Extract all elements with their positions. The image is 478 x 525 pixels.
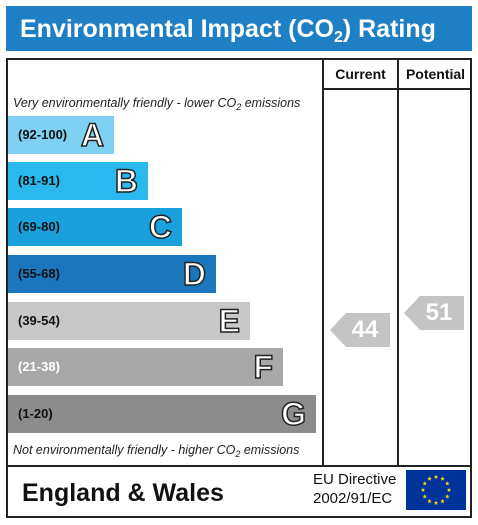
band-range: (81-91) [18, 173, 60, 188]
column-header-potential: Potential [405, 66, 466, 82]
directive-line-2: 2002/91/EC [313, 490, 393, 507]
title-bar: Environmental Impact (CO2) Rating [6, 6, 472, 51]
note-top: Very environmentally friendly - lower CO… [13, 96, 301, 112]
band-letter: E [218, 302, 241, 340]
column-header-current: Current [335, 66, 386, 82]
eu-star-icon [444, 494, 450, 499]
eu-star-icon [422, 494, 428, 499]
band-a: (92-100) A [8, 116, 114, 154]
current-rating-value: 44 [351, 316, 379, 343]
divider-potential [397, 58, 399, 466]
chart-title: Environmental Impact (CO2) Rating [20, 15, 436, 46]
band-letter: B [114, 162, 139, 200]
potential-rating-value: 51 [425, 299, 453, 326]
eu-flag-icon [406, 470, 466, 510]
band-range: (39-54) [18, 313, 60, 328]
rating-frame [6, 58, 472, 518]
current-rating-arrow: 44 [330, 313, 390, 347]
divider-current [322, 58, 324, 466]
band-range: (92-100) [18, 127, 68, 142]
arrow-shape-icon [330, 313, 390, 347]
arrow-shape-icon [404, 296, 464, 330]
band-letter: G [280, 395, 306, 433]
eu-star-icon [422, 481, 428, 486]
eu-star-icon [440, 498, 445, 504]
band-e: (39-54) E [8, 302, 250, 340]
band-letter: C [148, 208, 173, 246]
band-range: (69-80) [18, 219, 60, 234]
band-letter: A [80, 116, 105, 154]
header-divider [322, 88, 472, 90]
band-letter: D [182, 255, 207, 293]
eu-star-icon [433, 500, 439, 505]
band-range: (1-20) [18, 406, 53, 421]
potential-rating-arrow: 51 [404, 296, 464, 330]
band-b: (81-91) B [8, 162, 148, 200]
eu-star-icon [444, 481, 450, 486]
band-f: (21-38) F [8, 348, 283, 386]
eu-star-icon [420, 487, 426, 492]
note-bottom: Not environmentally friendly - higher CO… [13, 443, 300, 459]
footer-divider [6, 465, 472, 467]
directive-line-1: EU Directive [313, 471, 397, 488]
band-c: (69-80) C [8, 208, 182, 246]
eu-star-icon [440, 476, 445, 481]
band-letter: F [253, 348, 274, 386]
eu-star-icon [433, 474, 439, 479]
eu-star-icon [427, 498, 432, 504]
eu-star-icon [446, 487, 452, 492]
band-g: (1-20) G [8, 395, 316, 433]
region-label: England & Wales [22, 479, 224, 507]
band-d: (55-68) D [8, 255, 216, 293]
band-range: (55-68) [18, 266, 60, 281]
band-range: (21-38) [18, 359, 60, 374]
eu-star-icon [427, 476, 432, 481]
